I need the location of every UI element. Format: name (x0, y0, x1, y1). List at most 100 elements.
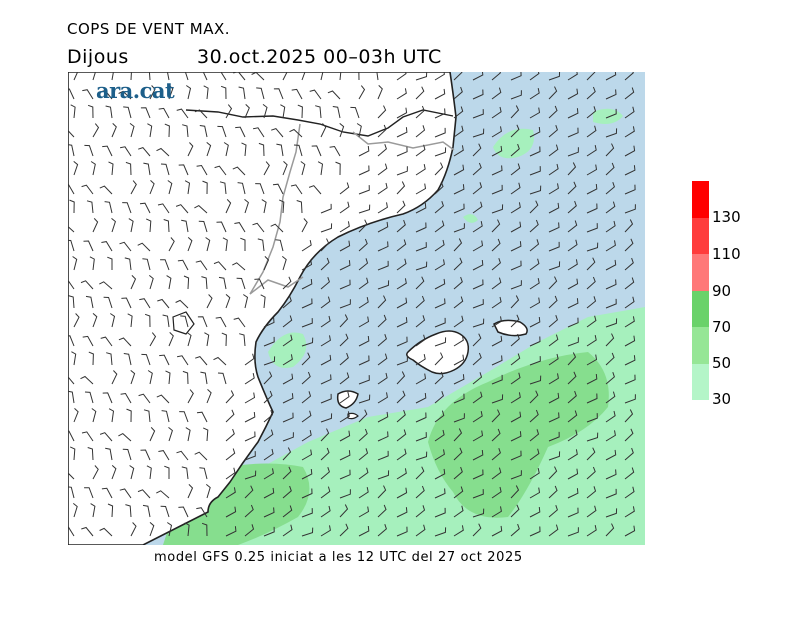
wind-barb (241, 142, 247, 157)
wind-barb (396, 371, 406, 385)
wind-barb (263, 356, 276, 366)
wind-barb (293, 144, 303, 157)
wind-barb (320, 467, 330, 480)
wind-barb (491, 335, 503, 347)
wind-barb (358, 258, 369, 271)
wind-barb (453, 203, 465, 214)
wind-barb (472, 489, 484, 499)
wind-barb (186, 85, 192, 100)
wind-barb (158, 450, 170, 461)
wind-barb (164, 123, 170, 138)
wind-barb (434, 72, 445, 81)
wind-barb (567, 200, 577, 214)
wind-barb (567, 410, 578, 423)
wind-barb (415, 242, 427, 252)
wind-barb (377, 485, 387, 499)
wind-barb (137, 242, 151, 252)
wind-barb (491, 467, 502, 480)
wind-barb (100, 89, 113, 100)
wind-barb (548, 86, 558, 100)
wind-barb (282, 354, 293, 366)
wind-barb (453, 505, 464, 518)
wind-barb (244, 470, 257, 480)
wind-barb (548, 315, 558, 328)
wind-barb (339, 469, 351, 480)
wind-barb (194, 204, 208, 214)
wind-barb (548, 183, 559, 195)
wind-barb (184, 72, 189, 81)
wind-barb (282, 505, 293, 518)
wind-barb (263, 371, 273, 385)
wind-barb (187, 484, 194, 499)
wind-barb (289, 128, 303, 138)
wind-barb (263, 526, 275, 537)
wind-barb (491, 428, 501, 442)
wind-barb (510, 470, 522, 480)
wind-barb (263, 161, 270, 176)
wind-barb (339, 430, 351, 442)
wind-barb (273, 88, 284, 100)
wind-barb (187, 389, 194, 404)
wind-barb (376, 72, 379, 81)
wind-barb (225, 506, 237, 518)
wind-barb (472, 469, 484, 480)
wind-barb (453, 525, 464, 537)
wind-barb (548, 105, 558, 119)
wind-barb (529, 88, 540, 100)
wind-barb (624, 374, 636, 385)
wind-barb (320, 374, 332, 385)
wind-barb (491, 296, 502, 309)
wind-barb (301, 240, 312, 252)
legend-swatch-30-50 (692, 363, 709, 400)
wind-barb (254, 278, 265, 290)
wind-barb (327, 90, 341, 100)
wind-barb (529, 258, 540, 271)
wind-barb (103, 296, 113, 309)
wind-barb (143, 162, 151, 176)
wind-barb (196, 507, 208, 518)
wind-barb (275, 239, 284, 252)
wind-barb (377, 392, 388, 404)
wind-barb (232, 166, 246, 176)
wind-barb (121, 297, 132, 309)
wind-barb (415, 485, 425, 499)
wind-barb (73, 161, 79, 176)
wind-barb (415, 144, 426, 157)
wind-barb (624, 355, 636, 366)
wind-barb (262, 104, 268, 119)
wind-barb (453, 184, 465, 195)
wind-barb (567, 108, 579, 119)
wind-barb (201, 276, 208, 290)
wind-barb (434, 298, 446, 309)
wind-barb (320, 413, 333, 423)
wind-barb (624, 238, 634, 252)
wind-barb (529, 390, 539, 404)
wind-barb (301, 527, 314, 537)
wind-barb (156, 147, 170, 157)
wind-barb (567, 181, 577, 195)
wind-barb (396, 127, 408, 138)
wind-barb (177, 355, 189, 366)
wind-barb (320, 428, 330, 442)
wind-barb (111, 72, 114, 81)
wind-barb (396, 239, 407, 252)
wind-barb (624, 447, 634, 461)
wind-barb (99, 432, 113, 442)
wind-barb (272, 183, 284, 195)
wind-barb (472, 299, 484, 309)
wind-barb (296, 200, 303, 214)
wind-barb (358, 525, 370, 537)
wind-barb (127, 313, 133, 328)
wind-barb (358, 185, 370, 195)
wind-barb (434, 88, 446, 100)
wind-barb (453, 374, 465, 385)
wind-barb (148, 72, 151, 81)
wind-barb (396, 487, 408, 499)
wind-barb (339, 260, 351, 271)
region-border (352, 131, 455, 151)
wind-barb (263, 507, 275, 518)
wind-barb (491, 219, 501, 233)
wind-barb (624, 87, 635, 100)
wind-barb (137, 489, 151, 499)
wind-barb (175, 299, 189, 309)
